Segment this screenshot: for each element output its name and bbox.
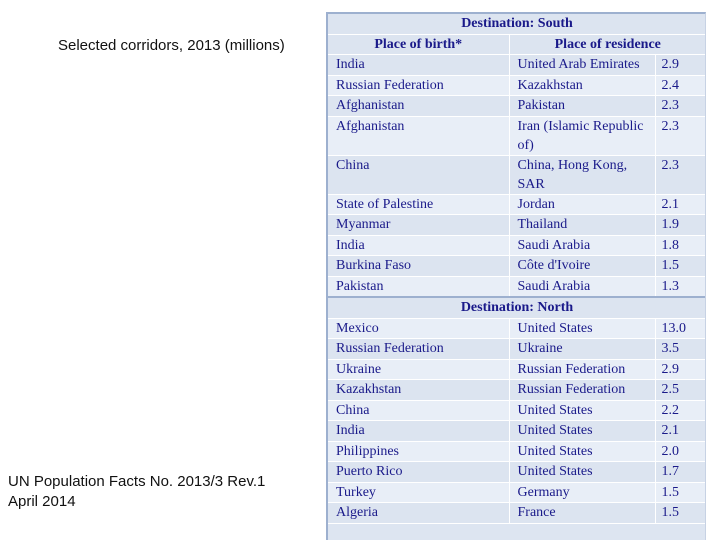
cell-value: 2.3 <box>655 155 705 195</box>
cell-place-of-residence: Ukraine <box>509 338 656 360</box>
table-row: Turkey Germany 1.5 <box>328 482 705 503</box>
cell-place-of-birth: Turkey <box>328 482 510 503</box>
cell-place-of-residence: France <box>509 502 656 524</box>
cell-place-of-birth: India <box>328 420 510 442</box>
table-row: Burkina Faso Côte d'Ivoire 1.5 <box>328 255 705 277</box>
cell-place-of-birth: Russian Federation <box>328 338 510 360</box>
cell-place-of-residence: Russian Federation <box>509 359 656 380</box>
corridors-table-body: Destination: South Place of birth* Place… <box>328 14 705 524</box>
cell-value: 2.3 <box>655 95 705 117</box>
table-row: Pakistan Saudi Arabia 1.3 <box>328 276 705 298</box>
cell-place-of-birth: Burkina Faso <box>328 255 510 277</box>
source-line-1: UN Population Facts No. 2013/3 Rev.1 <box>8 473 266 490</box>
cell-place-of-birth: Mexico <box>328 318 510 339</box>
corridors-table-panel: Destination: South Place of birth* Place… <box>326 12 706 540</box>
cell-place-of-residence: United States <box>509 318 656 339</box>
cell-place-of-residence: United Arab Emirates <box>509 54 656 76</box>
table-row: Algeria France 1.5 <box>328 502 705 524</box>
column-header-birth: Place of birth* <box>328 34 510 55</box>
source-line-2: April 2014 <box>8 493 76 510</box>
table-row: India United States 2.1 <box>328 420 705 442</box>
table-row: Philippines United States 2.0 <box>328 441 705 462</box>
cell-place-of-birth: Ukraine <box>328 359 510 380</box>
cell-place-of-residence: Saudi Arabia <box>509 235 656 256</box>
cell-place-of-birth: Afghanistan <box>328 116 510 156</box>
table-row: China China, Hong Kong, SAR 2.3 <box>328 155 705 195</box>
cell-place-of-residence: Iran (Islamic Republic of) <box>509 116 656 156</box>
table-row: Kazakhstan Russian Federation 2.5 <box>328 379 705 401</box>
table-row: China United States 2.2 <box>328 400 705 421</box>
cell-place-of-residence: United States <box>509 420 656 442</box>
north-section-title: Destination: North <box>328 296 705 319</box>
cell-place-of-birth: Russian Federation <box>328 75 510 96</box>
corridors-table: Destination: South Place of birth* Place… <box>328 14 705 524</box>
table-row: Mexico United States 13.0 <box>328 318 705 339</box>
cell-value: 2.9 <box>655 359 705 380</box>
cell-place-of-residence: Saudi Arabia <box>509 276 656 298</box>
cell-value: 2.3 <box>655 116 705 156</box>
cell-value: 13.0 <box>655 318 705 339</box>
cell-place-of-birth: India <box>328 235 510 256</box>
cell-value: 1.3 <box>655 276 705 298</box>
column-header-residence: Place of residence <box>509 34 705 55</box>
cell-value: 2.4 <box>655 75 705 96</box>
cell-value: 2.2 <box>655 400 705 421</box>
source-note: UN Population Facts No. 2013/3 Rev.1 Apr… <box>8 472 265 512</box>
table-row: Myanmar Thailand 1.9 <box>328 214 705 236</box>
cell-value: 1.5 <box>655 482 705 503</box>
cell-place-of-residence: United States <box>509 461 656 483</box>
cell-place-of-birth: State of Palestine <box>328 194 510 215</box>
cell-value: 1.8 <box>655 235 705 256</box>
table-row: Puerto Rico United States 1.7 <box>328 461 705 483</box>
table-row: State of Palestine Jordan 2.1 <box>328 194 705 215</box>
cell-value: 1.5 <box>655 502 705 524</box>
cell-place-of-residence: Kazakhstan <box>509 75 656 96</box>
cell-place-of-birth: Algeria <box>328 502 510 524</box>
cell-place-of-birth: Philippines <box>328 441 510 462</box>
cell-place-of-residence: United States <box>509 441 656 462</box>
cell-value: 1.7 <box>655 461 705 483</box>
cell-place-of-birth: Pakistan <box>328 276 510 298</box>
cell-value: 3.5 <box>655 338 705 360</box>
south-section-title: Destination: South <box>328 14 705 35</box>
cell-value: 1.9 <box>655 214 705 236</box>
cell-place-of-residence: China, Hong Kong, SAR <box>509 155 656 195</box>
cell-place-of-birth: China <box>328 155 510 195</box>
cell-value: 2.1 <box>655 420 705 442</box>
cell-place-of-residence: United States <box>509 400 656 421</box>
cell-value: 1.5 <box>655 255 705 277</box>
table-row: Russian Federation Kazakhstan 2.4 <box>328 75 705 96</box>
cell-place-of-residence: Germany <box>509 482 656 503</box>
cell-place-of-birth: Myanmar <box>328 214 510 236</box>
table-row: India Saudi Arabia 1.8 <box>328 235 705 256</box>
cell-place-of-residence: Thailand <box>509 214 656 236</box>
cell-place-of-birth: Puerto Rico <box>328 461 510 483</box>
cell-value: 2.9 <box>655 54 705 76</box>
slide-caption: Selected corridors, 2013 (millions) <box>58 37 285 54</box>
cell-place-of-residence: Pakistan <box>509 95 656 117</box>
cell-value: 2.5 <box>655 379 705 401</box>
cell-place-of-birth: Afghanistan <box>328 95 510 117</box>
cell-value: 2.1 <box>655 194 705 215</box>
table-row: Russian Federation Ukraine 3.5 <box>328 338 705 360</box>
table-row: Afghanistan Iran (Islamic Republic of) 2.3 <box>328 116 705 156</box>
cell-place-of-birth: India <box>328 54 510 76</box>
cell-place-of-residence: Côte d'Ivoire <box>509 255 656 277</box>
cell-place-of-birth: China <box>328 400 510 421</box>
table-row: Afghanistan Pakistan 2.3 <box>328 95 705 117</box>
cell-place-of-birth: Kazakhstan <box>328 379 510 401</box>
table-row: India United Arab Emirates 2.9 <box>328 54 705 76</box>
cell-value: 2.0 <box>655 441 705 462</box>
north-section-row: Destination: North <box>328 296 705 319</box>
cell-place-of-residence: Russian Federation <box>509 379 656 401</box>
table-row: Ukraine Russian Federation 2.9 <box>328 359 705 380</box>
cell-place-of-residence: Jordan <box>509 194 656 215</box>
